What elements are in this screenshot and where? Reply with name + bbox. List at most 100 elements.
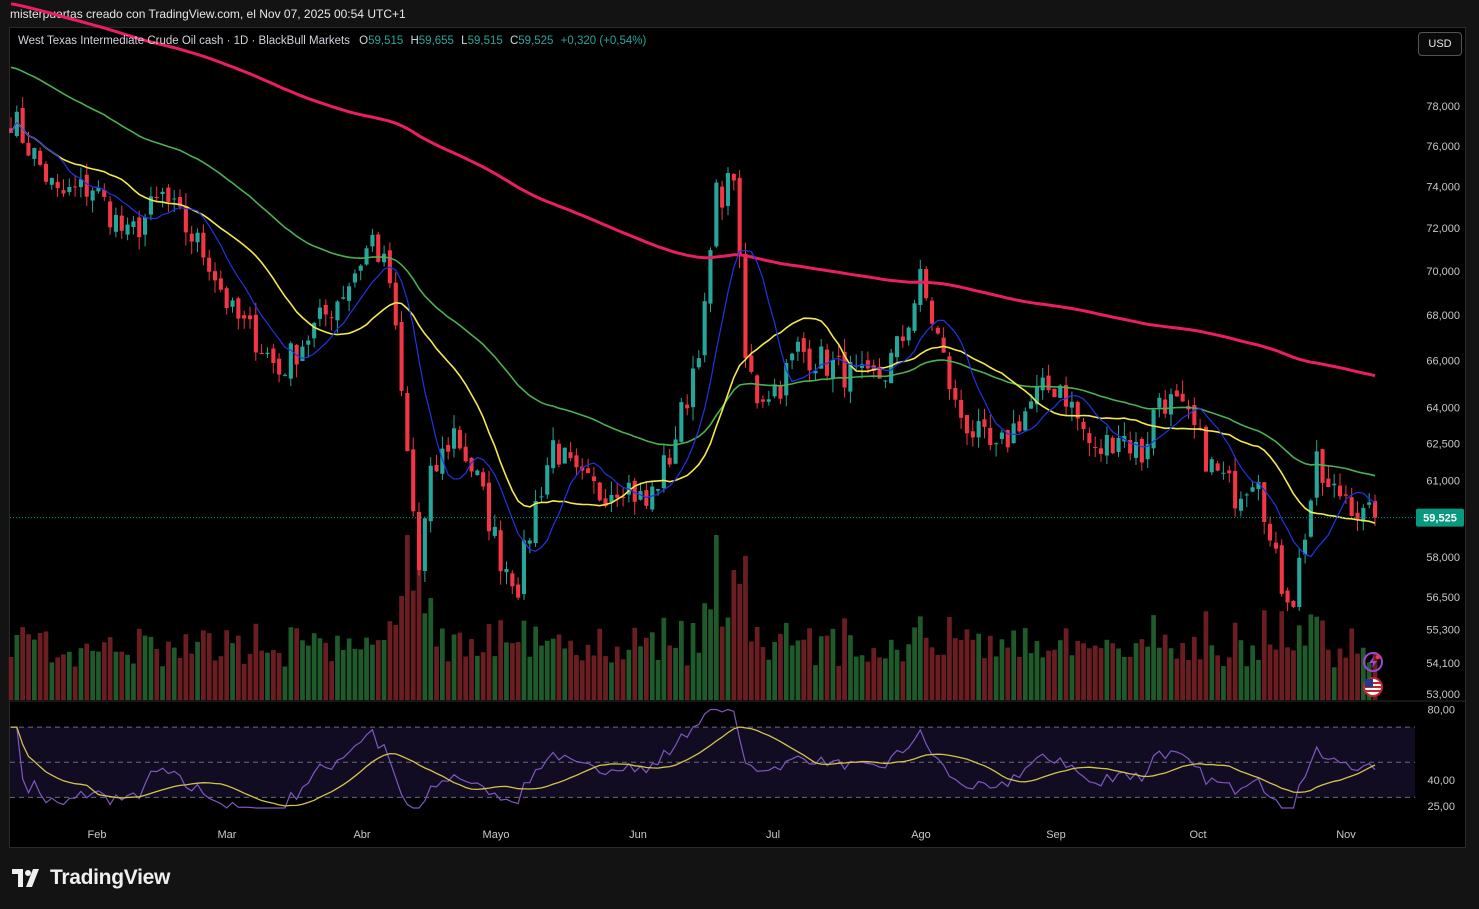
candle-body[interactable] — [743, 253, 748, 359]
candle-body[interactable] — [1244, 494, 1249, 496]
candle-body[interactable] — [317, 307, 322, 319]
candle-body[interactable] — [760, 399, 765, 402]
candle-body[interactable] — [1052, 388, 1057, 398]
candle-body[interactable] — [265, 352, 270, 354]
candle-body[interactable] — [959, 400, 964, 418]
candle-body[interactable] — [900, 336, 905, 342]
candle-body[interactable] — [428, 465, 433, 522]
candle-body[interactable] — [352, 273, 357, 283]
candle-body[interactable] — [1320, 449, 1325, 483]
candle-body[interactable] — [90, 190, 95, 201]
candle-body[interactable] — [282, 374, 287, 376]
candle-body[interactable] — [1064, 385, 1069, 407]
candle-body[interactable] — [475, 470, 480, 476]
candle-body[interactable] — [160, 191, 165, 194]
candle-body[interactable] — [1093, 447, 1098, 448]
candle-body[interactable] — [1011, 423, 1016, 444]
candle-body[interactable] — [889, 352, 894, 384]
candle-body[interactable] — [1349, 497, 1354, 516]
candle-body[interactable] — [312, 323, 317, 339]
candle-body[interactable] — [172, 198, 177, 200]
candle-body[interactable] — [119, 215, 124, 231]
candle-body[interactable] — [73, 186, 78, 188]
candle-body[interactable] — [26, 142, 31, 156]
candle-body[interactable] — [463, 446, 468, 462]
candle-body[interactable] — [749, 355, 754, 372]
candle-body[interactable] — [486, 482, 491, 532]
candle-body[interactable] — [527, 540, 532, 544]
candle-body[interactable] — [813, 370, 818, 374]
candle-body[interactable] — [673, 439, 678, 464]
candle-body[interactable] — [1058, 385, 1063, 398]
candle-body[interactable] — [999, 432, 1004, 440]
candle-body[interactable] — [830, 359, 835, 380]
candle-body[interactable] — [516, 584, 521, 598]
candle-body[interactable] — [1104, 435, 1109, 456]
candle-body[interactable] — [108, 201, 113, 228]
candle-body[interactable] — [1116, 438, 1121, 452]
candle-body[interactable] — [556, 443, 561, 465]
candle-body[interactable] — [113, 214, 118, 232]
candle-body[interactable] — [982, 419, 987, 427]
candle-body[interactable] — [1233, 471, 1238, 509]
candle-body[interactable] — [702, 301, 707, 356]
candle-body[interactable] — [1332, 483, 1337, 486]
candle-body[interactable] — [685, 404, 690, 409]
candle-body[interactable] — [568, 452, 573, 459]
candle-body[interactable] — [510, 573, 515, 587]
candle-body[interactable] — [148, 196, 153, 215]
candle-body[interactable] — [819, 346, 824, 369]
candle-body[interactable] — [242, 315, 247, 319]
candle-body[interactable] — [842, 351, 847, 388]
candle-body[interactable] — [1273, 542, 1278, 549]
candle-body[interactable] — [988, 427, 993, 445]
candle-body[interactable] — [1145, 444, 1150, 460]
candle-body[interactable] — [860, 364, 865, 368]
candle-body[interactable] — [1081, 421, 1086, 430]
candle-body[interactable] — [1005, 430, 1010, 448]
candle-body[interactable] — [183, 205, 188, 233]
candle-body[interactable] — [586, 468, 591, 473]
candle-body[interactable] — [1343, 494, 1348, 496]
candle-body[interactable] — [906, 327, 911, 341]
candle-body[interactable] — [825, 349, 830, 376]
candle-body[interactable] — [836, 355, 841, 357]
candle-body[interactable] — [20, 108, 25, 143]
candle-body[interactable] — [1099, 448, 1104, 454]
candle-body[interactable] — [533, 501, 538, 543]
us-flag-icon[interactable] — [1363, 677, 1383, 697]
candle-body[interactable] — [364, 248, 369, 265]
candle-body[interactable] — [650, 486, 655, 510]
candle-body[interactable] — [329, 317, 334, 319]
candle-body[interactable] — [102, 189, 107, 197]
currency-button[interactable]: USD — [1418, 32, 1462, 56]
candle-body[interactable] — [67, 187, 72, 193]
candle-body[interactable] — [1163, 399, 1168, 414]
candle-body[interactable] — [1361, 507, 1366, 522]
candle-body[interactable] — [201, 232, 206, 258]
candle-body[interactable] — [935, 327, 940, 334]
candle-body[interactable] — [970, 431, 975, 438]
candle-body[interactable] — [422, 518, 427, 571]
candle-body[interactable] — [1303, 539, 1308, 555]
candle-body[interactable] — [795, 341, 800, 352]
candle-body[interactable] — [632, 480, 637, 502]
candle-body[interactable] — [778, 385, 783, 399]
candle-body[interactable] — [189, 233, 194, 242]
candle-body[interactable] — [358, 265, 363, 271]
candle-body[interactable] — [574, 455, 579, 468]
candle-body[interactable] — [1256, 481, 1261, 489]
candle-body[interactable] — [393, 282, 398, 326]
candle-body[interactable] — [137, 217, 142, 238]
candle-body[interactable] — [1238, 498, 1243, 511]
candle-body[interactable] — [766, 399, 771, 402]
candle-body[interactable] — [1250, 487, 1255, 492]
candle-body[interactable] — [755, 375, 760, 404]
candle-body[interactable] — [259, 353, 264, 354]
candle-body[interactable] — [49, 177, 54, 185]
candle-body[interactable] — [469, 457, 474, 472]
candle-body[interactable] — [691, 368, 696, 408]
symbol-name[interactable]: West Texas Intermediate Crude Oil cash ·… — [18, 35, 350, 47]
candle-body[interactable] — [411, 449, 416, 512]
